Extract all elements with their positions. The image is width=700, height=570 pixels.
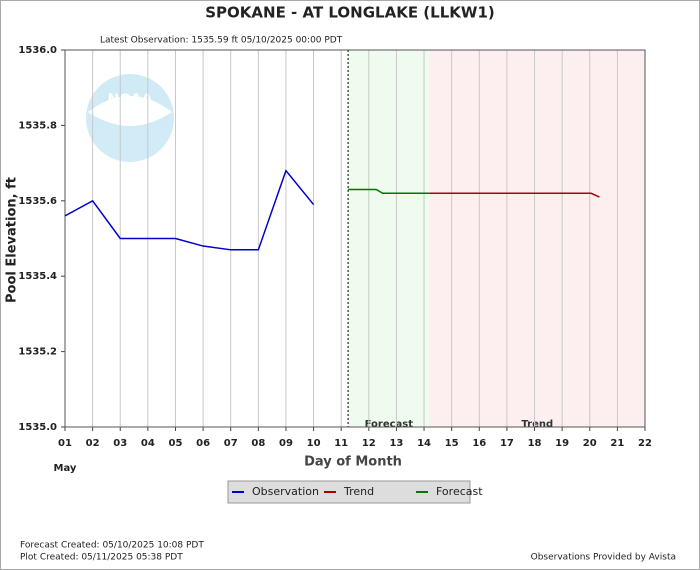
y-tick-label: 1536.0	[18, 45, 57, 56]
logo-text: NOAA	[108, 92, 153, 108]
chart-title: SPOKANE - AT LONGLAKE (LLKW1)	[205, 4, 494, 22]
x-tick-label: 10	[307, 438, 321, 449]
logo: NOAA	[86, 74, 174, 162]
series-line	[64, 169, 315, 251]
footer: Forecast Created: 05/10/2025 10:08 PDT	[20, 541, 204, 551]
x-tick-label: 07	[224, 438, 238, 449]
x-tick-label: 15	[445, 438, 459, 449]
x-tick-label: 14	[417, 438, 431, 449]
x-tick-label: 04	[141, 438, 155, 449]
legend-label: Observation	[252, 485, 319, 498]
x-axis-label: Day of Month	[304, 455, 402, 470]
x-tick-label: 11	[334, 438, 348, 449]
footer: Plot Created: 05/11/2025 05:38 PDT	[20, 553, 183, 563]
subtitle: Latest Observation: 1535.59 ft 05/10/202…	[100, 36, 343, 46]
x-tick-label: 20	[583, 438, 597, 449]
x-tick-label: 01	[58, 438, 72, 449]
x-tick-label: 05	[169, 438, 183, 449]
footer: Observations Provided by Avista	[531, 553, 676, 563]
y-tick-label: 1535.2	[18, 347, 57, 358]
x-tick-label: 13	[389, 438, 403, 449]
y-tick-label: 1535.6	[18, 196, 57, 207]
x-tick-label: 02	[86, 438, 100, 449]
series-line	[348, 188, 430, 195]
series-line	[429, 192, 600, 198]
x-tick-label: 17	[500, 438, 514, 449]
x-tick-label: 03	[113, 438, 127, 449]
x-tick-label: 19	[555, 438, 569, 449]
x-tick-label: 09	[279, 438, 293, 449]
region-label: Trend	[521, 419, 553, 430]
x-tick-label: 16	[472, 438, 486, 449]
x-tick-label: 21	[610, 438, 624, 449]
y-tick-label: 1535.8	[18, 120, 57, 131]
legend-box	[227, 480, 471, 504]
x-tick-label: 06	[196, 438, 210, 449]
x-tick-label: 22	[638, 438, 652, 449]
y-axis-label: Pool Elevation, ft	[5, 177, 20, 303]
region	[348, 50, 430, 427]
x-tick-label: 18	[528, 438, 542, 449]
x-sublabel: May	[54, 463, 77, 474]
y-tick-label: 1535.0	[18, 422, 57, 433]
legend-label: Forecast	[436, 485, 483, 498]
legend-label: Trend	[343, 485, 374, 498]
y-tick-label: 1535.4	[18, 271, 57, 282]
x-tick-label: 12	[362, 438, 376, 449]
region	[429, 50, 645, 427]
x-tick-label: 08	[251, 438, 265, 449]
region-label: Forecast	[365, 419, 414, 430]
plot-border	[64, 49, 646, 428]
